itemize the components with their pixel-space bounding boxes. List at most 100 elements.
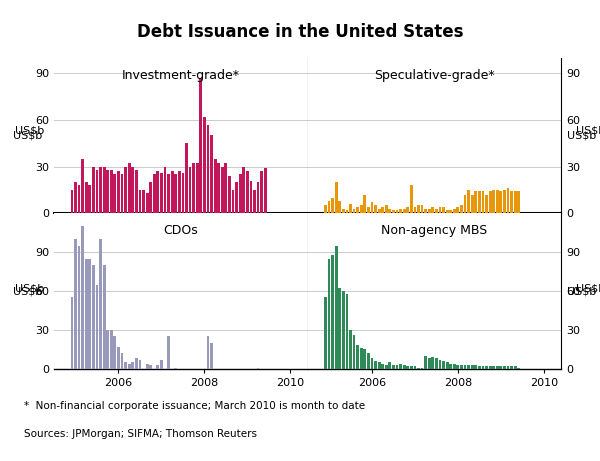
Bar	[346, 294, 348, 369]
Text: US$b: US$b	[567, 286, 596, 296]
Bar	[506, 366, 509, 369]
Bar	[489, 191, 491, 213]
Bar	[388, 208, 391, 213]
Bar	[328, 201, 331, 213]
Bar	[378, 362, 380, 369]
Bar	[435, 359, 438, 369]
Bar	[210, 343, 213, 369]
Bar	[210, 136, 213, 213]
Bar	[485, 366, 488, 369]
Bar	[221, 166, 224, 213]
Text: US$b: US$b	[15, 126, 44, 136]
Bar	[160, 360, 163, 369]
Bar	[335, 246, 338, 369]
Text: US$b: US$b	[576, 126, 600, 136]
Bar	[342, 208, 345, 213]
Bar	[106, 170, 109, 213]
Bar	[128, 164, 131, 213]
Bar	[499, 366, 502, 369]
Bar	[353, 208, 355, 213]
Bar	[328, 259, 331, 369]
Bar	[503, 190, 506, 213]
Bar	[260, 171, 263, 213]
Bar	[160, 173, 163, 213]
Bar	[514, 366, 517, 369]
Bar	[74, 182, 77, 213]
Bar	[442, 207, 445, 213]
Bar	[360, 206, 362, 213]
Bar	[392, 210, 395, 213]
Bar	[353, 335, 355, 369]
Bar	[131, 362, 134, 369]
Bar	[142, 190, 145, 213]
Bar	[85, 182, 88, 213]
Bar	[349, 204, 352, 213]
Bar	[110, 330, 113, 369]
Text: Sources: JPMorgan; SIFMA; Thomson Reuters: Sources: JPMorgan; SIFMA; Thomson Reuter…	[24, 429, 257, 439]
Bar	[475, 365, 477, 369]
Bar	[517, 191, 520, 213]
Bar	[417, 367, 420, 369]
Bar	[431, 207, 434, 213]
Bar	[257, 182, 259, 213]
Bar	[92, 265, 95, 369]
Bar	[378, 208, 380, 213]
Bar	[410, 366, 413, 369]
Bar	[482, 366, 484, 369]
Bar	[388, 362, 391, 369]
Bar	[175, 367, 177, 369]
Bar	[360, 348, 362, 369]
Bar	[203, 117, 206, 213]
Bar	[74, 239, 77, 369]
Bar	[517, 367, 520, 369]
Bar	[371, 202, 373, 213]
Text: CDOs: CDOs	[163, 224, 198, 237]
Bar	[113, 337, 116, 369]
Bar	[88, 259, 91, 369]
Bar	[371, 359, 373, 369]
Text: Debt Issuance in the United States: Debt Issuance in the United States	[137, 23, 463, 41]
Bar	[342, 291, 345, 369]
Bar	[428, 208, 431, 213]
Bar	[224, 164, 227, 213]
Bar	[81, 226, 84, 369]
Bar	[81, 159, 84, 213]
Bar	[146, 193, 149, 213]
Bar	[182, 173, 184, 213]
Bar	[449, 210, 452, 213]
Bar	[106, 330, 109, 369]
Bar	[385, 206, 388, 213]
Text: US$b: US$b	[13, 130, 43, 141]
Bar	[175, 174, 177, 213]
Bar	[185, 143, 188, 213]
Bar	[475, 191, 477, 213]
Bar	[264, 168, 266, 213]
Bar	[131, 166, 134, 213]
Bar	[88, 185, 91, 213]
Bar	[482, 191, 484, 213]
Bar	[85, 259, 88, 369]
Bar	[485, 195, 488, 213]
Bar	[382, 364, 384, 369]
Text: Non-agency MBS: Non-agency MBS	[381, 224, 487, 237]
Bar	[395, 210, 398, 213]
Text: US$b: US$b	[13, 286, 43, 296]
Bar	[167, 174, 170, 213]
Bar	[139, 190, 142, 213]
Bar	[496, 366, 499, 369]
Bar	[364, 195, 366, 213]
Bar	[403, 365, 406, 369]
Bar	[95, 170, 98, 213]
Bar	[510, 366, 513, 369]
Bar	[367, 353, 370, 369]
Bar	[117, 171, 120, 213]
Bar	[171, 171, 173, 213]
Bar	[178, 171, 181, 213]
Bar	[71, 297, 73, 369]
Bar	[421, 367, 424, 369]
Bar	[442, 361, 445, 369]
Text: Speculative-grade*: Speculative-grade*	[374, 69, 494, 82]
Bar	[157, 365, 159, 369]
Bar	[239, 174, 242, 213]
Bar	[385, 365, 388, 369]
